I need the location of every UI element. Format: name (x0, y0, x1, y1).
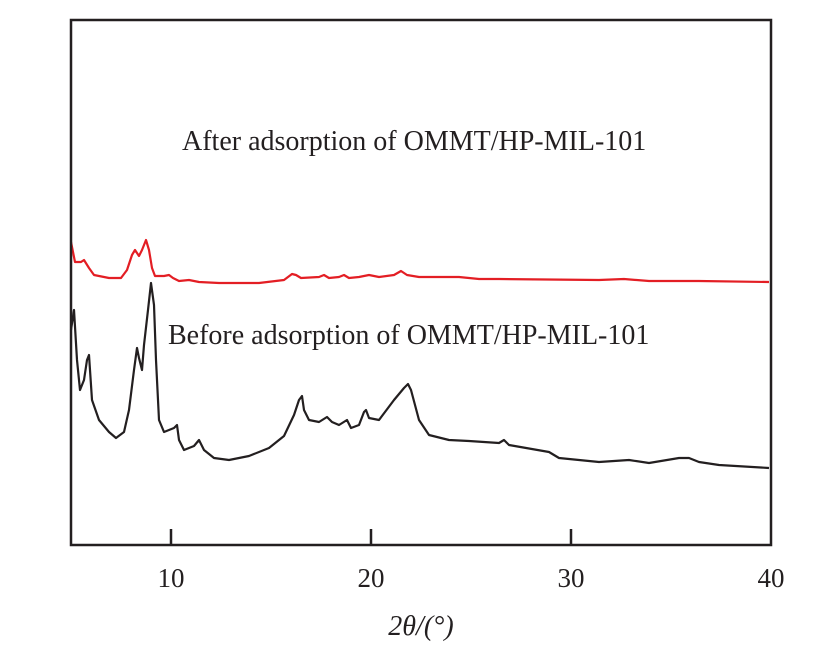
annotation-after: After adsorption of OMMT/HP-MIL-101 (182, 126, 646, 157)
series-after-line (69, 238, 770, 285)
x-tick-label: 30 (558, 563, 585, 593)
series-before-line (69, 281, 770, 470)
series-layer (69, 238, 770, 470)
x-tick-label: 20 (358, 563, 385, 593)
plot-frame (69, 18, 773, 547)
x-axis-label: 2θ/(°) (388, 611, 453, 642)
x-tick-label: 10 (158, 563, 185, 593)
annotation-before: Before adsorption of OMMT/HP-MIL-101 (168, 320, 649, 351)
x-tick-label: 40 (758, 563, 785, 593)
x-ticks: 10 20 30 40 (158, 529, 785, 593)
